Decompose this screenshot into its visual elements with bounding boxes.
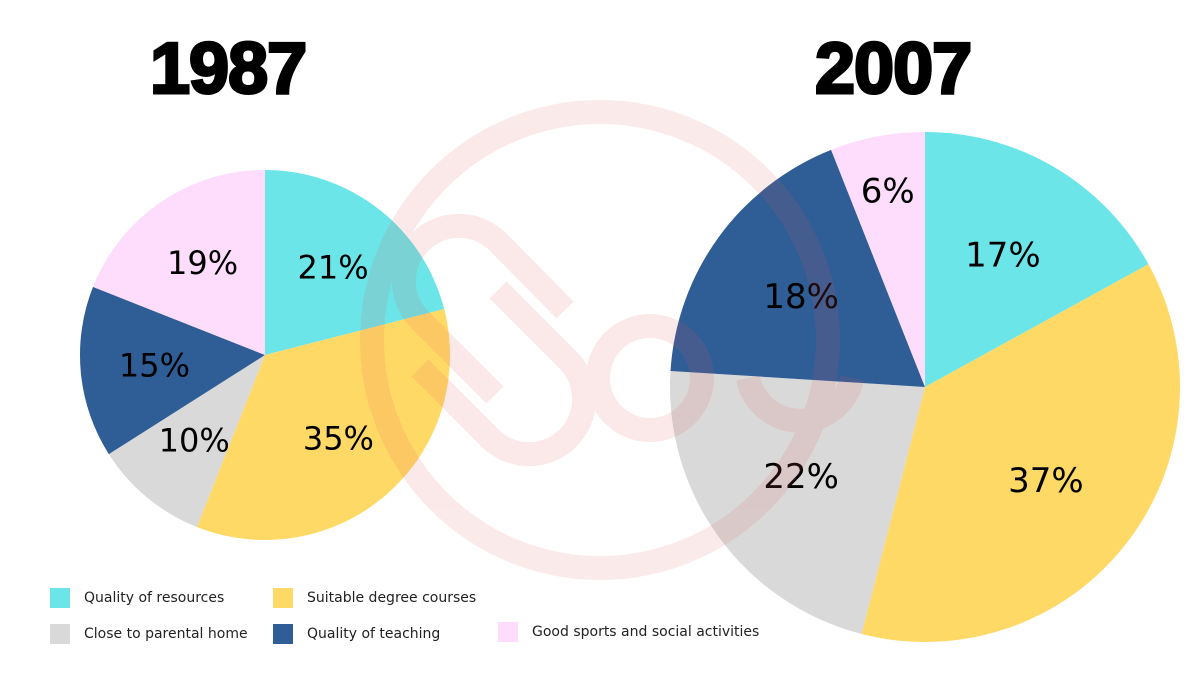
legend-item-quality-of-resources: Quality of resources [50, 588, 224, 608]
data-label: 6% [861, 172, 915, 212]
data-label: 35% [303, 419, 374, 457]
legend-label: Close to parental home [84, 626, 248, 642]
legend-item-quality-of-teaching: Quality of teaching [273, 624, 440, 644]
data-label: 18% [763, 277, 839, 317]
data-label: 15% [119, 346, 190, 384]
legend-label: Suitable degree courses [307, 590, 477, 606]
pie-slice-2007-2 [670, 370, 925, 634]
pie-slice-1987-0 [265, 170, 445, 355]
data-label: 10% [159, 422, 230, 460]
legend-item-good-sports: Good sports and social activities [498, 622, 759, 642]
watermark-logo [360, 100, 864, 580]
data-label: 37% [1008, 461, 1084, 501]
pie-2007: 17% 37% 22% 18% 6% [670, 132, 1180, 643]
legend-swatch [498, 622, 518, 642]
data-label: 17% [965, 235, 1041, 275]
pie-slice-2007-4 [831, 132, 925, 387]
pie-slice-1987-1 [196, 308, 451, 540]
pie-slice-2007-3 [670, 149, 925, 387]
legend-swatch [50, 588, 70, 608]
pie-slice-1987-4 [92, 170, 265, 355]
pie-slice-1987-2 [108, 355, 265, 528]
legend-swatch [50, 624, 70, 644]
legend-swatch [273, 588, 293, 608]
legend-label: Quality of teaching [307, 626, 441, 642]
title-1987: 1987 [148, 28, 308, 111]
legend-swatch [273, 624, 293, 644]
legend-item-suitable-degree-courses: Suitable degree courses [273, 588, 476, 608]
data-label: 19% [167, 244, 238, 282]
pie-slice-2007-0 [925, 132, 1149, 387]
legend-label: Good sports and social activities [532, 624, 760, 640]
title-2007: 2007 [813, 28, 973, 111]
data-label: 21% [297, 248, 368, 286]
pie-slice-1987-3 [80, 286, 265, 455]
data-label: 22% [763, 457, 839, 497]
pie-1987: 21% 35% 10% 15% 19% [80, 170, 451, 540]
legend-label: Quality of resources [84, 590, 225, 606]
pie-slice-2007-1 [861, 264, 1180, 643]
legend-item-close-to-parental-home: Close to parental home [50, 624, 248, 644]
